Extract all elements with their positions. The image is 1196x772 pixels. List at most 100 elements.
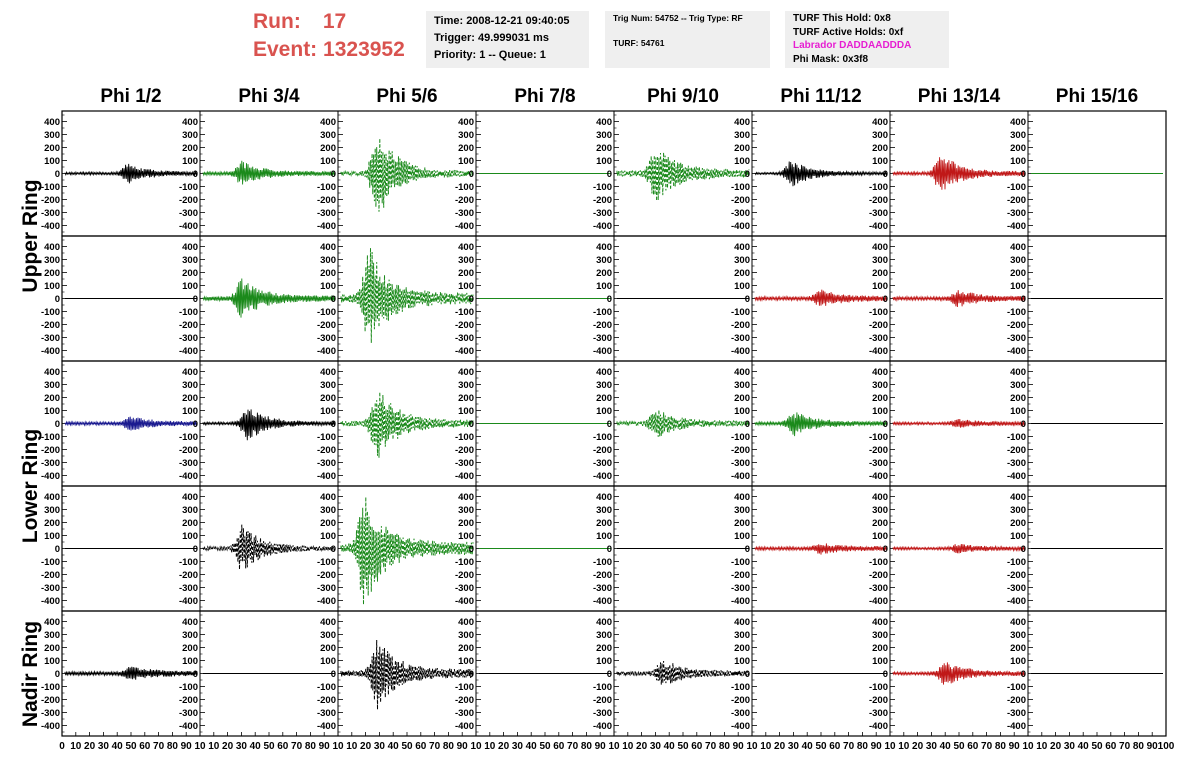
- y-tick-label: 100: [458, 281, 474, 292]
- x-tick-label: 90: [181, 741, 193, 752]
- y-tick-label: -200: [1007, 695, 1026, 706]
- y-tick-label: 400: [44, 117, 60, 128]
- x-tick-label: 10: [622, 741, 634, 752]
- y-tick-label: -300: [869, 583, 888, 594]
- y-tick-label: 0: [745, 669, 750, 680]
- y-tick-label: -400: [869, 471, 888, 482]
- y-tick-label: -200: [1007, 195, 1026, 206]
- y-tick-label: -100: [179, 432, 198, 443]
- waveform-trace-r1-c1: [202, 278, 336, 318]
- x-tick-label: 10: [332, 741, 344, 752]
- y-tick-label: -300: [41, 583, 60, 594]
- x-tick-label: 10: [1036, 741, 1048, 752]
- time-text: Time: 2008-12-21 09:40:05: [434, 15, 570, 27]
- y-tick-label: 400: [182, 492, 198, 503]
- y-tick-label: -100: [869, 682, 888, 693]
- y-tick-label: 200: [596, 643, 612, 654]
- y-tick-label: -200: [869, 695, 888, 706]
- y-tick-label: 400: [458, 492, 474, 503]
- x-tick-label: 30: [926, 741, 938, 752]
- y-tick-label: -300: [731, 333, 750, 344]
- x-tick-label: 70: [843, 741, 855, 752]
- y-tick-label: 100: [1010, 156, 1026, 167]
- y-tick-label: 0: [1021, 544, 1026, 555]
- y-tick-label: 200: [872, 268, 888, 279]
- y-tick-label: -400: [317, 596, 336, 607]
- y-tick-label: 400: [320, 617, 336, 628]
- y-tick-label: -100: [731, 307, 750, 318]
- y-tick-label: 100: [596, 531, 612, 542]
- y-tick-label: -200: [317, 320, 336, 331]
- y-tick-label: 0: [331, 669, 336, 680]
- y-tick-label: -100: [593, 557, 612, 568]
- y-tick-label: -100: [455, 182, 474, 193]
- y-tick-label: -100: [869, 182, 888, 193]
- y-tick-label: -100: [731, 432, 750, 443]
- y-tick-label: 200: [1010, 643, 1026, 654]
- x-tick-label: 10: [194, 741, 206, 752]
- y-tick-label: -100: [317, 307, 336, 318]
- y-tick-label: -300: [1007, 708, 1026, 719]
- y-tick-label: -400: [593, 221, 612, 232]
- y-tick-label: 100: [1010, 531, 1026, 542]
- x-tick-label: 90: [595, 741, 607, 752]
- x-tick-label: 50: [263, 741, 275, 752]
- y-tick-label: -200: [593, 570, 612, 581]
- y-tick-label: 0: [55, 544, 60, 555]
- x-tick-label: 20: [84, 741, 96, 752]
- x-tick-label: 70: [981, 741, 993, 752]
- y-tick-label: -400: [731, 471, 750, 482]
- y-tick-label: -100: [41, 557, 60, 568]
- x-tick-label: 90: [319, 741, 331, 752]
- y-tick-label: -200: [455, 570, 474, 581]
- y-tick-label: -100: [1007, 307, 1026, 318]
- y-tick-label: -100: [731, 182, 750, 193]
- y-tick-label: 400: [182, 117, 198, 128]
- y-tick-label: 300: [458, 630, 474, 641]
- y-tick-label: -100: [317, 682, 336, 693]
- x-tick-label: 20: [912, 741, 924, 752]
- y-tick-label: 400: [320, 242, 336, 253]
- y-tick-label: 200: [44, 143, 60, 154]
- y-tick-label: 200: [596, 518, 612, 529]
- y-tick-label: 100: [734, 531, 750, 542]
- y-tick-label: 300: [458, 255, 474, 266]
- y-tick-label: -300: [731, 208, 750, 219]
- y-tick-label: 100: [872, 406, 888, 417]
- y-tick-label: -100: [317, 432, 336, 443]
- y-tick-label: -200: [593, 195, 612, 206]
- waveform-trace-r2-c5: [754, 412, 888, 437]
- y-tick-label: -400: [41, 721, 60, 732]
- x-tick-label: 80: [857, 741, 869, 752]
- y-tick-label: 400: [734, 617, 750, 628]
- y-tick-label: 100: [44, 281, 60, 292]
- x-tick-label: 70: [567, 741, 579, 752]
- y-tick-label: -400: [317, 721, 336, 732]
- y-tick-label: -200: [593, 445, 612, 456]
- y-tick-label: 200: [596, 143, 612, 154]
- y-tick-label: -100: [179, 682, 198, 693]
- y-tick-label: -100: [1007, 432, 1026, 443]
- y-tick-label: 100: [596, 406, 612, 417]
- y-tick-label: -100: [179, 182, 198, 193]
- y-tick-label: 0: [607, 669, 612, 680]
- y-tick-label: -200: [731, 445, 750, 456]
- x-tick-label: 20: [498, 741, 510, 752]
- y-tick-label: 400: [596, 242, 612, 253]
- y-tick-label: 200: [872, 393, 888, 404]
- y-tick-label: 0: [469, 544, 474, 555]
- x-tick-label: 70: [153, 741, 165, 752]
- y-tick-label: 200: [44, 643, 60, 654]
- waveform-trace-r1-c6: [892, 290, 1026, 308]
- time-info-box: Time: 2008-12-21 09:40:05 Trigger: 49.99…: [426, 11, 589, 68]
- y-tick-label: 200: [320, 268, 336, 279]
- y-tick-label: -300: [317, 208, 336, 219]
- y-tick-label: -200: [731, 570, 750, 581]
- y-tick-label: -400: [869, 221, 888, 232]
- y-tick-label: -200: [869, 445, 888, 456]
- x-tick-label: 90: [1009, 741, 1021, 752]
- y-tick-label: -300: [869, 333, 888, 344]
- x-tick-label: 60: [967, 741, 979, 752]
- y-tick-label: 100: [320, 656, 336, 667]
- y-tick-label: -400: [1007, 471, 1026, 482]
